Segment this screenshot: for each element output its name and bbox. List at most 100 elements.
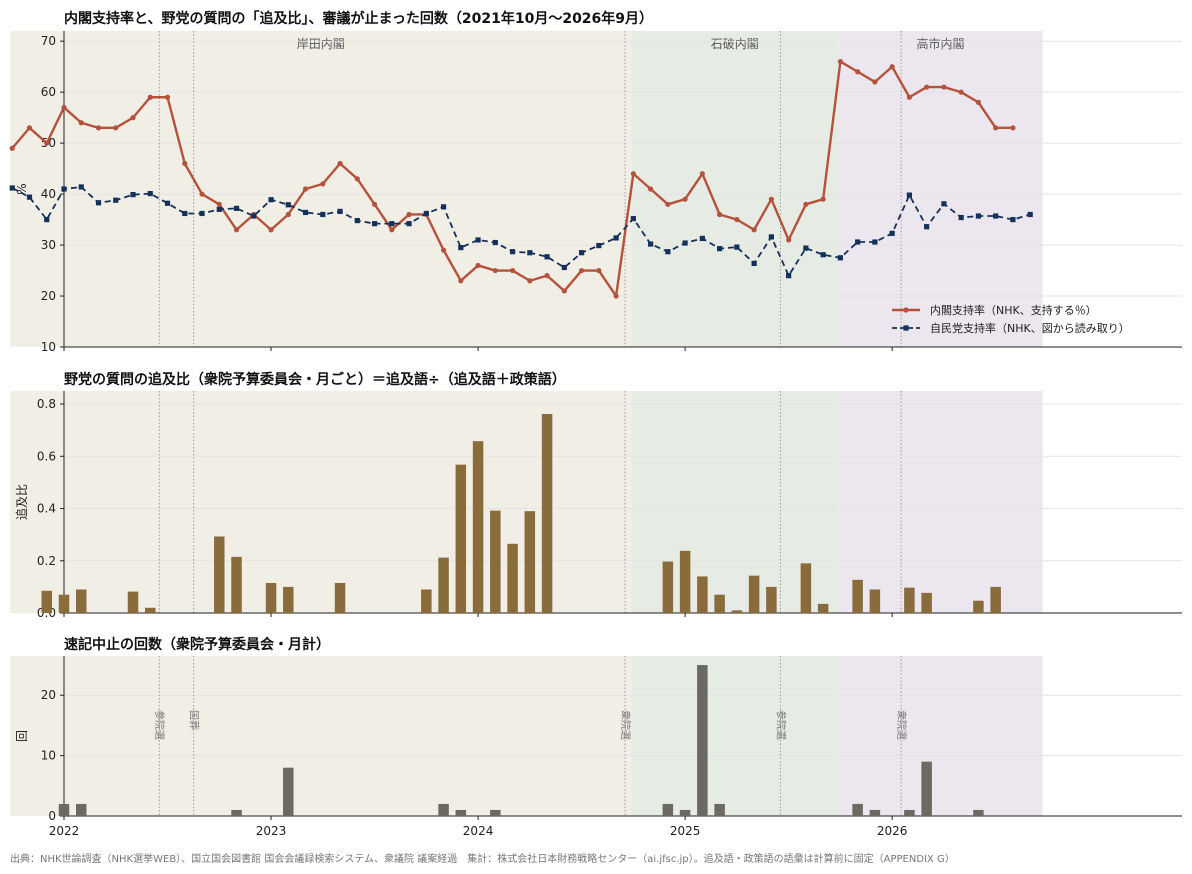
ldp-support-point bbox=[941, 201, 947, 207]
ldp-support-point bbox=[820, 252, 826, 258]
cabinet-approval-point bbox=[285, 211, 291, 218]
bar bbox=[990, 586, 1001, 613]
ldp-support-point bbox=[113, 197, 119, 203]
ldp-support-point bbox=[337, 208, 343, 215]
ldp-support-point bbox=[699, 235, 705, 242]
cabinet-band bbox=[631, 31, 839, 347]
cabinet-approval-point bbox=[1010, 125, 1016, 131]
cabinet-approval-point bbox=[147, 94, 153, 100]
panel-title: 野党の質問の追及比（衆院予算委員会・月ごと）＝追及語÷（追及語＋政策語） bbox=[64, 371, 566, 388]
x-tick-label: 2022 bbox=[49, 824, 80, 838]
bar bbox=[766, 586, 777, 613]
legend-entry: 内閣支持率（NHK、支持する％） bbox=[930, 303, 1097, 317]
cabinet-approval-point bbox=[492, 267, 498, 274]
bar bbox=[231, 809, 242, 816]
cabinet-approval-point bbox=[803, 201, 809, 207]
bar bbox=[869, 589, 881, 613]
ldp-support-point bbox=[855, 239, 861, 245]
ldp-support-point bbox=[872, 239, 878, 245]
y-tick-label: 0.6 bbox=[37, 449, 56, 463]
cabinet-approval-point bbox=[182, 160, 188, 167]
bar bbox=[921, 761, 932, 816]
event-label: 衆院選 bbox=[895, 710, 908, 740]
cabinet-band bbox=[10, 31, 632, 347]
ldp-support-point bbox=[889, 230, 895, 236]
ldp-support-point bbox=[768, 234, 774, 240]
cabinet-approval-point bbox=[44, 140, 50, 146]
bar bbox=[852, 803, 863, 816]
bar bbox=[921, 592, 932, 613]
cabinet-approval-point bbox=[648, 186, 654, 192]
bar bbox=[438, 803, 449, 816]
cabinet-band bbox=[838, 391, 1043, 613]
cabinet-approval-point bbox=[924, 84, 930, 90]
bar bbox=[973, 600, 984, 613]
cabinet-band bbox=[631, 656, 839, 816]
cabinet-approval-point bbox=[78, 120, 84, 126]
bar bbox=[662, 803, 674, 816]
bar bbox=[76, 803, 87, 816]
y-tick-label: 0 bbox=[48, 809, 56, 823]
ldp-support-point bbox=[717, 246, 723, 252]
ldp-support-point bbox=[492, 239, 498, 246]
bar bbox=[541, 413, 553, 613]
bar bbox=[904, 809, 915, 816]
ldp-support-point bbox=[993, 213, 999, 219]
ldp-support-point bbox=[440, 204, 447, 210]
bar bbox=[438, 557, 449, 613]
x-tick-label: 2026 bbox=[877, 824, 908, 838]
legend-entry: 自民党支持率（NHK、図から読み取り） bbox=[930, 321, 1130, 335]
ldp-support-point bbox=[423, 210, 429, 217]
x-tick-label: 2025 bbox=[670, 824, 701, 838]
cabinet-approval-point bbox=[320, 181, 326, 187]
y-tick-label: 0.2 bbox=[37, 554, 56, 568]
bar bbox=[817, 603, 829, 613]
cabinet-approval-point bbox=[527, 278, 533, 284]
cabinet-approval-point bbox=[95, 125, 102, 131]
ldp-support-point bbox=[975, 213, 982, 219]
bar bbox=[455, 809, 467, 816]
y-tick-label: 0.4 bbox=[37, 502, 56, 516]
ldp-support-point bbox=[596, 242, 602, 249]
bar bbox=[421, 589, 432, 613]
y-axis-label: 回 bbox=[15, 730, 29, 742]
cabinet-label: 岸田内閣 bbox=[297, 37, 345, 51]
y-axis-label: % bbox=[15, 183, 29, 194]
y-tick-label: 70 bbox=[41, 34, 56, 48]
bar bbox=[455, 464, 467, 613]
ldp-support-point bbox=[354, 218, 360, 224]
ldp-support-point bbox=[924, 224, 930, 230]
ldp-support-point bbox=[544, 254, 550, 260]
cabinet-approval-point bbox=[993, 125, 999, 131]
cabinet-approval-point bbox=[164, 94, 171, 100]
legend-marker bbox=[903, 307, 909, 313]
cabinet-approval-point bbox=[9, 145, 15, 151]
cabinet-approval-point bbox=[906, 94, 913, 100]
cabinet-approval-point bbox=[26, 125, 33, 131]
cabinet-approval-point bbox=[354, 176, 360, 182]
cabinet-approval-point bbox=[389, 227, 395, 233]
cabinet-approval-point bbox=[889, 64, 895, 70]
cabinet-approval-point bbox=[544, 273, 550, 279]
cabinet-approval-point bbox=[561, 288, 567, 294]
cabinet-band bbox=[838, 656, 1043, 816]
ldp-support-point bbox=[578, 250, 585, 256]
bar bbox=[472, 441, 484, 613]
bar bbox=[852, 579, 863, 613]
source-footer: 出典：NHK世論調査（NHK選挙WEB）、国立国会図書館 国会会議録検索システム… bbox=[10, 852, 955, 865]
ldp-support-point bbox=[509, 249, 516, 255]
bar bbox=[748, 575, 760, 613]
cabinet-approval-point bbox=[682, 196, 688, 202]
ldp-support-point bbox=[803, 245, 809, 251]
ldp-support-point bbox=[268, 197, 274, 203]
ldp-support-point bbox=[734, 244, 740, 250]
event-label: 参院選 bbox=[153, 710, 166, 740]
ldp-support-point bbox=[751, 260, 757, 267]
bar bbox=[697, 576, 708, 613]
ldp-support-point bbox=[613, 235, 619, 241]
y-tick-label: 10 bbox=[41, 749, 56, 763]
cabinet-approval-point bbox=[786, 237, 792, 243]
y-tick-label: 10 bbox=[41, 340, 56, 354]
bar bbox=[127, 591, 139, 613]
